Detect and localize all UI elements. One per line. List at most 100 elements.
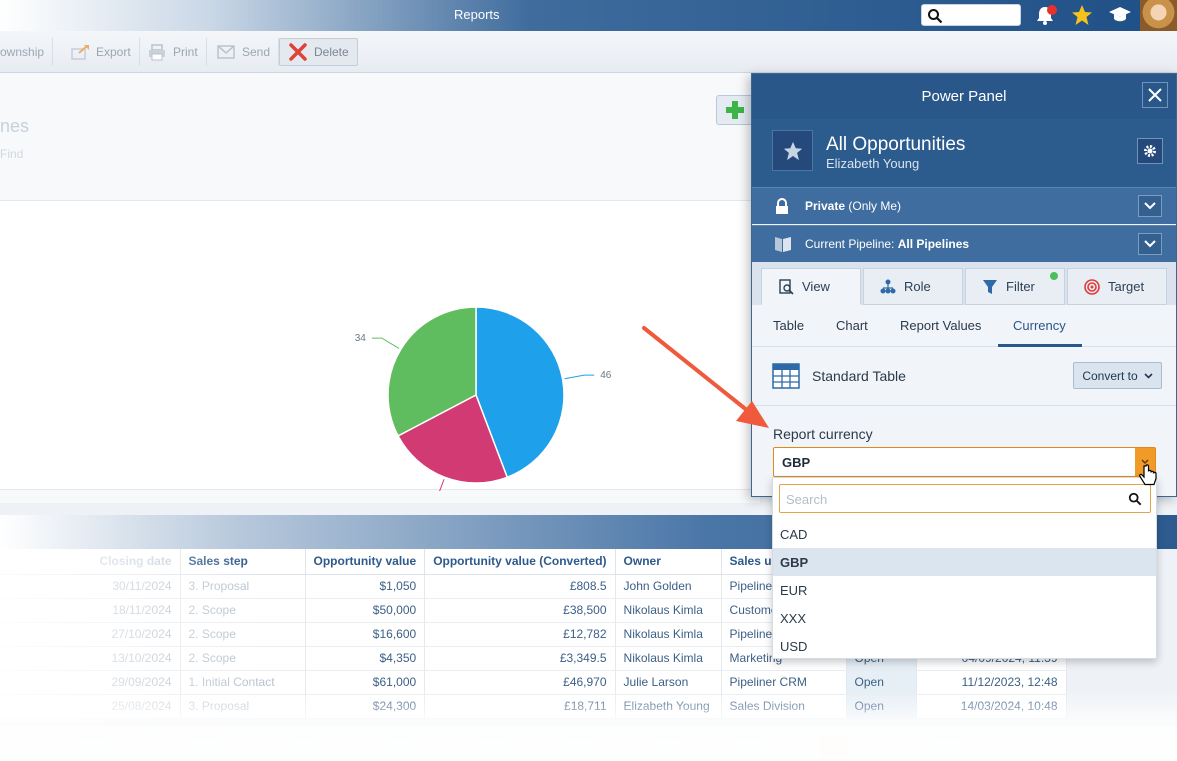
pipeline-text: Current Pipeline: All Pipelines	[805, 237, 969, 251]
currency-option-gbp[interactable]: GBP	[773, 548, 1156, 576]
nav-item-2[interactable]	[190, 736, 218, 758]
table-cell: 2. Scope	[180, 646, 306, 671]
table-cell: 30/11/2024	[0, 574, 181, 599]
tab-view[interactable]: View	[761, 268, 861, 305]
currency-search[interactable]	[779, 484, 1151, 513]
pie-slice[interactable]	[397, 393, 509, 484]
privacy-expand-button[interactable]	[1138, 195, 1162, 217]
send-label: Send	[242, 45, 271, 59]
delete-button[interactable]: Delete	[279, 38, 358, 66]
table-cell: Pipeliner CRM	[721, 670, 847, 695]
global-search[interactable]	[921, 4, 1021, 26]
currency-option-cad[interactable]: CAD	[780, 526, 808, 542]
nav-item-1[interactable]	[80, 736, 108, 758]
report-settings-button[interactable]	[1137, 138, 1163, 164]
table-cell: £38,500	[424, 598, 616, 623]
report-currency-select[interactable]: GBP	[773, 447, 1156, 477]
table-cell: 3. Proposal	[180, 574, 306, 599]
nav-item-6[interactable]	[566, 736, 594, 758]
favorites-star-icon[interactable]	[1070, 4, 1094, 26]
nav-item-5[interactable]	[478, 736, 506, 758]
active-subtab-indicator	[998, 344, 1082, 347]
table-cell: $50,000	[305, 598, 426, 623]
table-cell: Julie Larson	[615, 670, 722, 695]
subtab-report-values[interactable]: Report Values	[900, 318, 982, 333]
pipeline-row[interactable]: Current Pipeline: All Pipelines	[752, 225, 1176, 262]
currency-dropdown: CAD GBP EUR XXX USD	[772, 477, 1157, 659]
tab-target[interactable]: Target	[1067, 268, 1167, 305]
privacy-row[interactable]: Private (Only Me)	[752, 187, 1176, 224]
delete-label: Delete	[314, 45, 349, 59]
pie-slice[interactable]	[387, 306, 477, 437]
nav-item-7[interactable]	[652, 736, 680, 758]
export-button[interactable]: Export	[62, 38, 140, 66]
subtab-currency[interactable]: Currency	[1013, 318, 1066, 333]
column-header[interactable]: Closing date	[0, 549, 181, 575]
table-type-label: Standard Table	[812, 368, 906, 384]
table-cell: $4,350	[305, 646, 426, 671]
bottom-navigation	[0, 722, 1177, 761]
top-bar: Reports	[0, 0, 1177, 31]
ownership-button[interactable]: ownship	[0, 38, 54, 66]
table-cell: £12,782	[424, 622, 616, 647]
nav-item-10[interactable]	[934, 736, 962, 758]
pie-slice[interactable]	[475, 306, 565, 479]
add-button[interactable]	[716, 95, 756, 125]
tab-role-label: Role	[904, 279, 931, 294]
currency-option-usd[interactable]: USD	[780, 638, 808, 654]
panel-tabs: View Role Filter Target	[752, 262, 1176, 305]
currency-option-xxx[interactable]: XXX	[780, 610, 807, 626]
panel-close-button[interactable]	[1142, 82, 1168, 108]
tab-role[interactable]: Role	[863, 268, 963, 305]
column-header[interactable]: Sales step	[180, 549, 306, 575]
table-cell: 14/03/2024, 10:48	[916, 694, 1067, 719]
table-cell: Open	[846, 694, 917, 719]
target-icon	[1084, 278, 1100, 295]
favorite-toggle[interactable]	[772, 130, 813, 171]
nav-item-8[interactable]	[736, 736, 764, 758]
column-header[interactable]: Owner	[615, 549, 722, 575]
academy-cap-icon[interactable]	[1108, 4, 1132, 26]
column-header[interactable]: Opportunity value (Converted)	[424, 549, 616, 575]
subtab-table[interactable]: Table	[773, 318, 805, 333]
subtab-chart[interactable]: Chart	[836, 318, 868, 333]
tab-filter[interactable]: Filter	[965, 268, 1065, 305]
pipeline-label: Current Pipeline:	[805, 237, 898, 251]
currency-selected-value: GBP	[782, 455, 811, 470]
table-row[interactable]: 29/09/2024 1. Initial Contact $61,000 £46,9…	[0, 670, 1067, 695]
panel-header: Power Panel	[752, 74, 1176, 119]
nav-item-4[interactable]	[385, 736, 413, 758]
table-cell: $1,050	[305, 574, 426, 599]
mouse-pointer-icon	[1139, 464, 1157, 486]
table-cell: £46,970	[424, 670, 616, 695]
table-cell: Nikolaus Kimla	[615, 598, 722, 623]
table-cell: Elizabeth Young	[615, 694, 722, 719]
pipeline-flag-icon	[775, 237, 791, 252]
print-button[interactable]: Print	[139, 38, 207, 66]
currency-search-input[interactable]	[786, 490, 1116, 508]
nav-item-3[interactable]	[290, 736, 318, 758]
avatar[interactable]	[1140, 0, 1177, 31]
pie-chart: 462434	[355, 306, 612, 491]
page-title: Reports	[454, 7, 500, 22]
panel-title: Power Panel	[921, 88, 1007, 105]
chevron-down-icon	[1144, 372, 1153, 379]
pipeline-expand-button[interactable]	[1138, 233, 1162, 255]
nav-item-reports[interactable]	[820, 736, 848, 758]
currency-option-eur[interactable]: EUR	[780, 582, 808, 598]
table-cell: 2. Scope	[180, 622, 306, 647]
convert-to-button[interactable]: Convert to	[1073, 362, 1162, 389]
notification-bell-icon[interactable]	[1033, 4, 1057, 26]
table-grid-icon	[772, 363, 800, 389]
currency-dropdown-toggle[interactable]	[1135, 448, 1155, 476]
export-label: Export	[96, 45, 131, 59]
search-icon	[928, 9, 943, 24]
table-row[interactable]: 25/08/2024 3. Proposal $24,300 £18,711 Eliza…	[0, 694, 1067, 719]
privacy-text: Private (Only Me)	[805, 199, 901, 213]
tab-target-label: Target	[1108, 279, 1145, 294]
table-cell: $24,300	[305, 694, 426, 719]
column-header[interactable]: Opportunity value	[305, 549, 426, 575]
view-icon	[779, 278, 794, 295]
send-button[interactable]: Send	[208, 38, 280, 66]
table-cell: 18/11/2024	[0, 598, 181, 623]
